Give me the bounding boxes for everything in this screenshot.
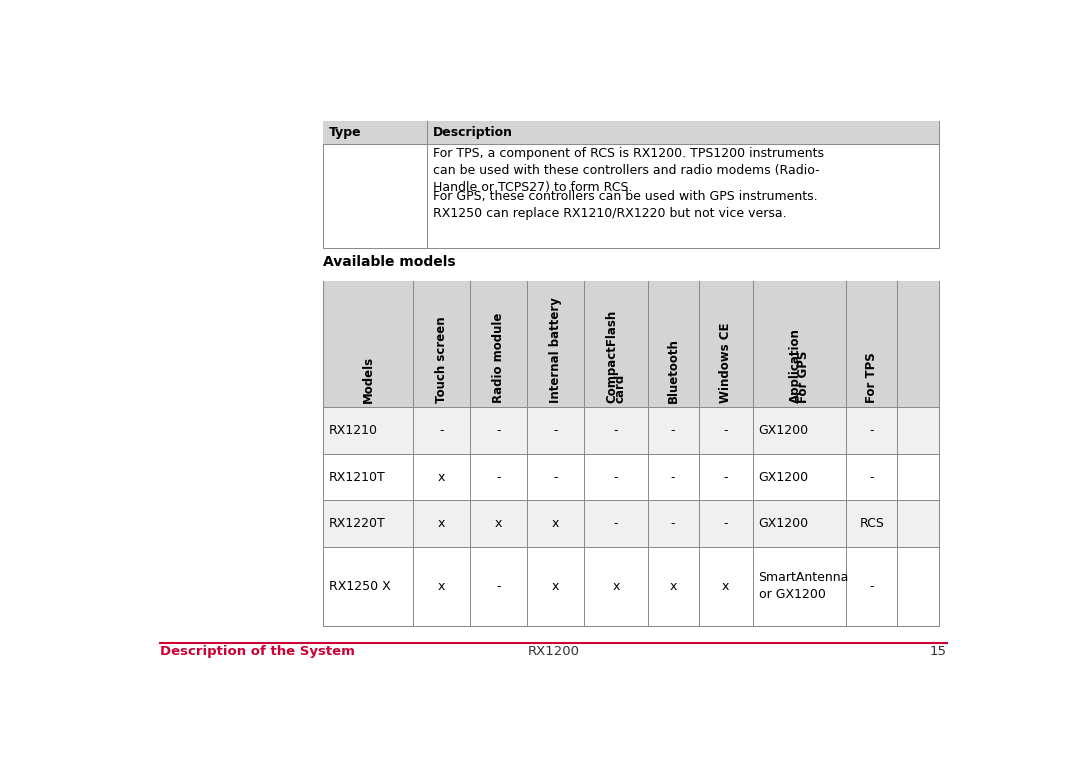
Text: -: - — [724, 470, 728, 483]
Text: Type: Type — [329, 126, 362, 139]
Text: x: x — [612, 580, 620, 593]
Text: RX1250 X: RX1250 X — [329, 580, 391, 593]
Text: -: - — [496, 424, 501, 437]
Text: For GPS, these controllers can be used with GPS instruments.
RX1250 can replace : For GPS, these controllers can be used w… — [433, 190, 818, 220]
Text: x: x — [721, 580, 729, 593]
Text: RX1200: RX1200 — [527, 645, 580, 658]
Text: -: - — [869, 470, 874, 483]
Text: For TPS: For TPS — [865, 352, 878, 403]
Text: x: x — [670, 580, 677, 593]
Text: x: x — [437, 470, 445, 483]
Text: Application: Application — [788, 328, 801, 403]
Text: Bluetooth: Bluetooth — [666, 338, 679, 403]
Text: -: - — [724, 424, 728, 437]
Text: Description: Description — [432, 126, 513, 139]
Text: RX1210: RX1210 — [329, 424, 378, 437]
Text: -: - — [438, 424, 444, 437]
Text: RX1210T: RX1210T — [329, 470, 386, 483]
Bar — [323, 280, 939, 626]
Text: -: - — [671, 424, 675, 437]
Text: x: x — [437, 580, 445, 593]
Text: -: - — [553, 424, 557, 437]
Text: RX1220T: RX1220T — [329, 517, 386, 530]
Text: -: - — [496, 470, 501, 483]
Text: 15: 15 — [930, 645, 947, 658]
Text: -: - — [553, 470, 557, 483]
Text: Available models: Available models — [323, 255, 456, 269]
Bar — [323, 454, 939, 500]
Text: -: - — [613, 424, 618, 437]
Text: -: - — [671, 470, 675, 483]
Text: -: - — [869, 580, 874, 593]
Text: GX1200: GX1200 — [758, 517, 809, 530]
Text: -: - — [496, 580, 501, 593]
Text: GX1200: GX1200 — [758, 424, 809, 437]
Text: Description of the System: Description of the System — [160, 645, 355, 658]
Bar — [323, 500, 939, 547]
Bar — [323, 408, 939, 454]
Text: For GPS: For GPS — [797, 350, 810, 403]
Text: RCS: RCS — [860, 517, 885, 530]
Text: x: x — [552, 517, 559, 530]
Bar — [323, 547, 939, 626]
Bar — [323, 121, 939, 248]
Text: x: x — [437, 517, 445, 530]
Text: Models: Models — [362, 355, 375, 403]
Text: card: card — [613, 374, 626, 403]
Text: -: - — [613, 517, 618, 530]
Text: Windows CE: Windows CE — [719, 322, 732, 403]
Text: x: x — [495, 517, 502, 530]
Text: -: - — [724, 517, 728, 530]
Text: Touch screen: Touch screen — [434, 316, 447, 403]
Text: -: - — [869, 424, 874, 437]
Text: Radio module: Radio module — [491, 313, 504, 403]
Text: Internal battery: Internal battery — [549, 297, 562, 403]
Bar — [323, 280, 939, 408]
Text: GX1200: GX1200 — [758, 470, 809, 483]
Bar — [323, 121, 939, 143]
Text: SmartAntenna
or GX1200: SmartAntenna or GX1200 — [758, 571, 849, 601]
Text: x: x — [552, 580, 559, 593]
Text: -: - — [613, 470, 618, 483]
Text: CompactFlash: CompactFlash — [605, 309, 618, 403]
Text: -: - — [671, 517, 675, 530]
Text: For TPS, a component of RCS is RX1200. TPS1200 instruments
can be used with thes: For TPS, a component of RCS is RX1200. T… — [433, 147, 824, 194]
